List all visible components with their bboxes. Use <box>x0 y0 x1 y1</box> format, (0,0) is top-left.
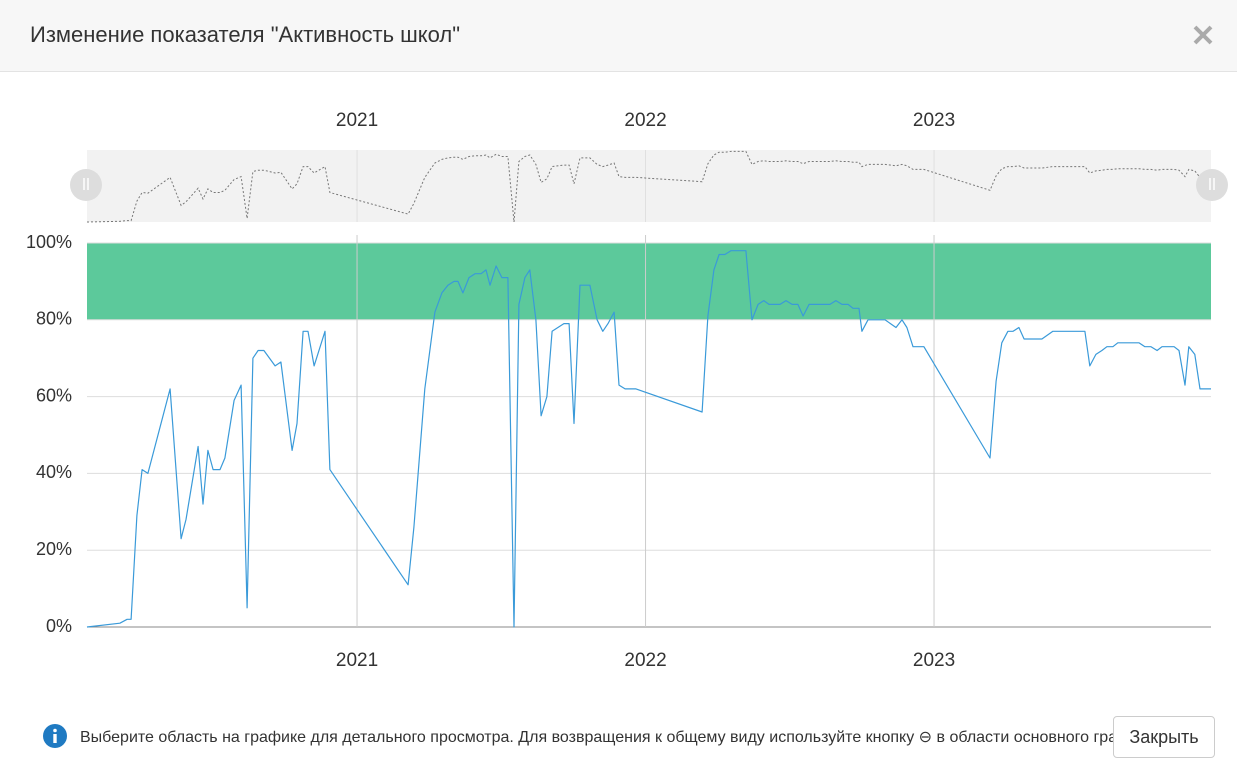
x-tick-label: 2021 <box>336 650 378 671</box>
plot-band <box>87 243 1211 320</box>
navigator-tick-label: 2023 <box>913 110 955 131</box>
info-text: Выберите область на графике для детально… <box>80 729 1160 746</box>
close-button[interactable]: Закрыть <box>1113 716 1215 758</box>
navigator-background <box>87 150 1211 222</box>
navigator-line <box>86 150 1211 223</box>
navigator-tick-label: 2021 <box>336 110 378 131</box>
y-tick-label: 100% <box>26 232 72 252</box>
modal-title: Изменение показателя "Активность школ" <box>30 22 461 47</box>
info-icon <box>43 724 67 748</box>
x-tick-label: 2022 <box>624 650 666 671</box>
y-tick-label: 20% <box>36 539 72 559</box>
y-tick-label: 80% <box>36 309 72 329</box>
line <box>86 250 1211 628</box>
navigator-tick-label: 2022 <box>624 110 666 131</box>
close-icon[interactable] <box>1190 22 1216 48</box>
y-tick-label: 60% <box>36 385 72 405</box>
info-bar: Выберите область на графике для детально… <box>42 722 1237 752</box>
y-tick-label: 40% <box>36 462 72 482</box>
navigator-handle[interactable] <box>1196 169 1228 201</box>
modal-header: Изменение показателя "Активность школ" <box>0 0 1237 72</box>
x-tick-label: 2023 <box>913 650 955 671</box>
chart: 0% 20% 40% 60% 80% 100% 2021 2021 2022 2022 2023 20… <box>26 110 1228 671</box>
navigator-handle[interactable] <box>70 169 102 201</box>
y-tick-label: 0% <box>46 616 72 636</box>
